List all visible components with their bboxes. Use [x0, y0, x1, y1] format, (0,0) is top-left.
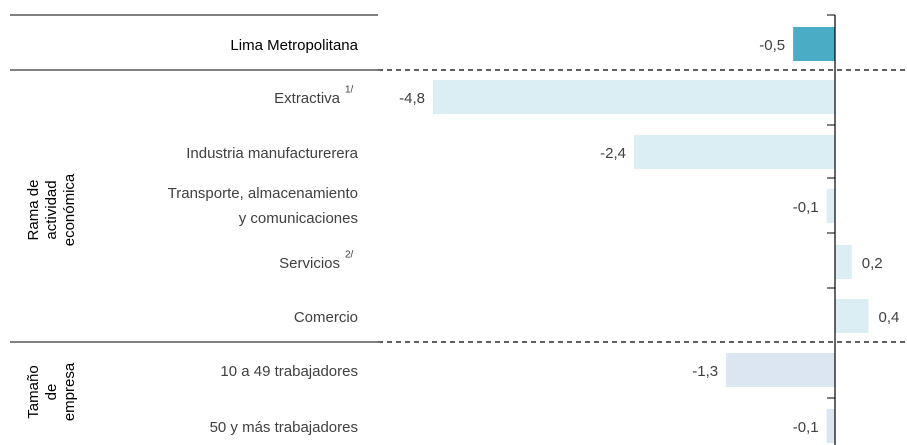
group-label: Rama deactividadeconómica — [25, 173, 78, 246]
group-label-line: de — [43, 384, 60, 401]
group-label-line: Rama de — [25, 180, 42, 241]
value-label: -4,8 — [399, 90, 425, 107]
bar — [826, 409, 835, 443]
value-label: -0,1 — [793, 419, 819, 436]
category-label: y comunicaciones — [239, 210, 358, 227]
category-label: Lima Metropolitana — [230, 37, 358, 54]
value-label: -0,1 — [793, 199, 819, 216]
category-label: Servicios — [279, 255, 340, 272]
group-label-line: actividad — [43, 180, 60, 239]
value-label: 0,4 — [879, 309, 900, 326]
value-label: -2,4 — [600, 145, 626, 162]
group-label: Tamañodeempresa — [25, 362, 78, 421]
category-label: Comercio — [294, 309, 358, 326]
footnote-mark: 1/ — [345, 85, 354, 96]
category-label: 10 a 49 trabajadores — [220, 363, 358, 380]
bar — [793, 27, 835, 61]
value-label: -1,3 — [692, 363, 718, 380]
footnote-mark: 2/ — [345, 250, 354, 261]
category-label: Industria manufacturerera — [186, 145, 358, 162]
category-label: 50 y más trabajadores — [210, 419, 358, 436]
group-label-line: Tamaño — [25, 365, 42, 418]
bar — [726, 353, 835, 387]
value-label: 0,2 — [862, 255, 883, 272]
group-label-line: económica — [61, 173, 78, 246]
bar — [634, 135, 835, 169]
bar — [835, 299, 869, 333]
value-label: -0,5 — [759, 37, 785, 54]
group-label-line: empresa — [61, 362, 78, 421]
category-label: Transporte, almacenamiento — [168, 185, 358, 202]
bar — [835, 245, 852, 279]
category-label: Extractiva — [274, 90, 341, 107]
bar — [826, 189, 835, 223]
bar — [433, 80, 835, 114]
